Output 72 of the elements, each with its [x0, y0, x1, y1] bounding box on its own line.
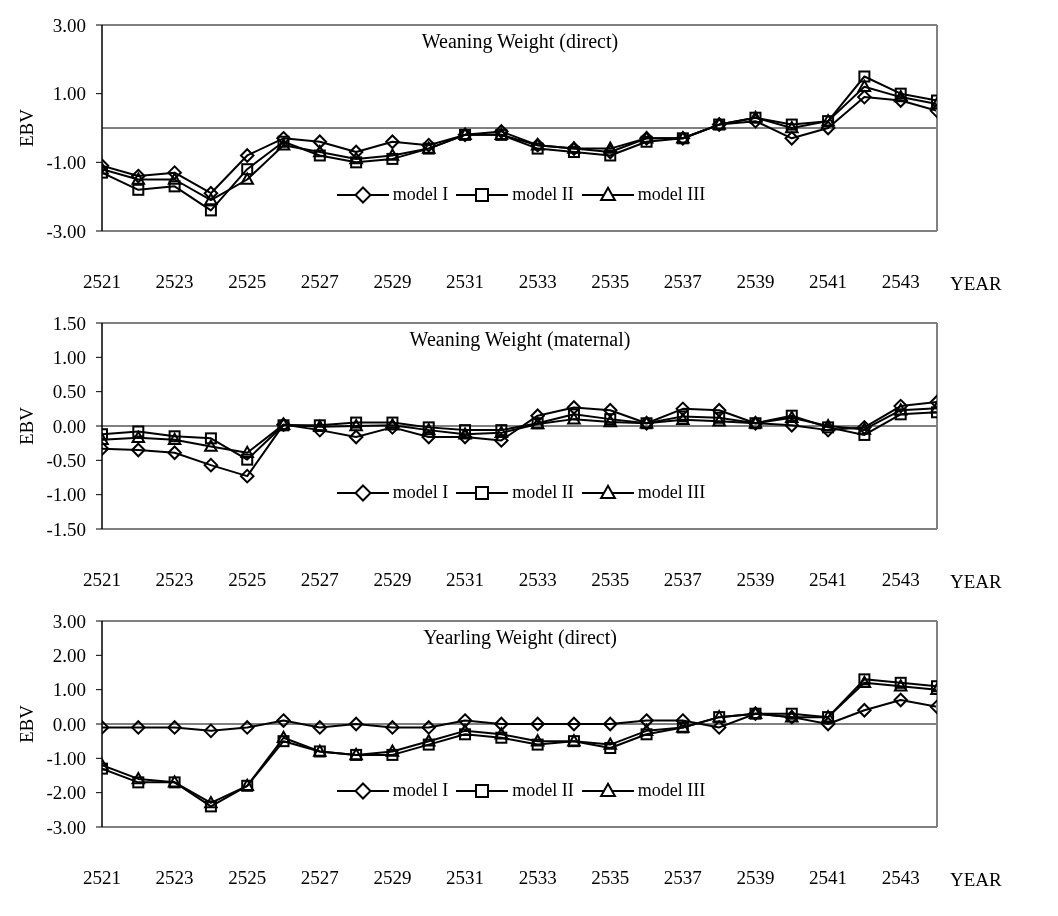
legend-label: model II: [512, 184, 574, 205]
x-tick-label: 2537: [663, 867, 702, 889]
legend-label: model II: [512, 482, 574, 503]
y-tick-label: 2.00: [52, 645, 86, 667]
y-tick-label: -0.50: [46, 450, 86, 472]
x-tick-label: 2521: [83, 569, 121, 591]
x-tick-label: 2539: [736, 569, 775, 591]
chart-title: Yearling Weight (direct): [422, 626, 618, 649]
x-tick-label: 2535: [591, 569, 630, 591]
chart-title: Weaning Weight (maternal): [408, 328, 632, 351]
x-tick-label: 2531: [446, 867, 485, 889]
x-tick-label: 2531: [446, 569, 485, 591]
y-axis-title: EBV: [15, 406, 37, 445]
y-tick-label: -1.00: [46, 748, 86, 770]
x-tick-label: 2535: [591, 867, 630, 889]
x-tick-label: 2543: [881, 271, 920, 293]
x-tick-label: 2523: [155, 867, 194, 889]
y-axis-title: EBV: [15, 704, 37, 743]
y-tick-label: 3.00: [52, 14, 86, 36]
legend-label: model II: [512, 780, 574, 801]
y-tick-label: 1.50: [52, 312, 86, 334]
x-tick-label: 2531: [446, 271, 485, 293]
legend-label: model I: [392, 482, 449, 503]
y-tick-label: 0.00: [52, 713, 86, 735]
y-tick-label: -3.00: [46, 816, 86, 838]
y-tick-label: 0.00: [52, 415, 86, 437]
x-axis-title: YEAR: [950, 273, 1002, 295]
x-tick-label: 2523: [155, 569, 194, 591]
x-tick-label: 2533: [518, 569, 557, 591]
x-tick-label: 2527: [300, 569, 339, 591]
x-tick-label: 2525: [228, 271, 267, 293]
x-tick-label: 2533: [518, 867, 557, 889]
x-tick-label: 2543: [881, 867, 920, 889]
y-axis-title: EBV: [15, 108, 37, 147]
y-tick-label: 3.00: [52, 610, 86, 632]
y-tick-label: -1.00: [46, 152, 86, 174]
legend-label: model III: [637, 780, 706, 801]
x-tick-label: 2533: [518, 271, 557, 293]
x-tick-label: 2541: [809, 867, 848, 889]
y-tick-label: 0.50: [52, 381, 86, 403]
y-tick-label: -1.50: [46, 518, 86, 540]
x-tick-label: 2527: [300, 867, 339, 889]
x-tick-label: 2527: [300, 271, 339, 293]
y-tick-label: 1.00: [52, 83, 86, 105]
legend-label: model I: [392, 184, 449, 205]
x-tick-label: 2523: [155, 271, 194, 293]
chart-title: Weaning Weight (direct): [420, 30, 620, 53]
legend-label: model III: [637, 482, 706, 503]
x-tick-label: 2539: [736, 867, 775, 889]
y-tick-label: -1.00: [46, 484, 86, 506]
x-tick-label: 2529: [373, 271, 412, 293]
x-axis-title: YEAR: [950, 869, 1002, 891]
x-tick-label: 2537: [663, 569, 702, 591]
x-tick-label: 2541: [809, 271, 848, 293]
x-tick-label: 2529: [373, 569, 412, 591]
legend-label: model I: [392, 780, 449, 801]
x-tick-label: 2525: [228, 569, 267, 591]
legend-label: model III: [637, 184, 706, 205]
x-tick-label: 2539: [736, 271, 775, 293]
x-axis-title: YEAR: [950, 571, 1002, 593]
x-tick-label: 2525: [228, 867, 267, 889]
x-tick-label: 2541: [809, 569, 848, 591]
y-tick-label: -2.00: [46, 782, 86, 804]
y-tick-label: 1.00: [52, 347, 86, 369]
x-tick-label: 2543: [881, 569, 920, 591]
y-tick-label: -3.00: [46, 220, 86, 242]
x-tick-label: 2535: [591, 271, 630, 293]
y-tick-label: 1.00: [52, 679, 86, 701]
x-tick-label: 2521: [83, 867, 121, 889]
x-tick-label: 2537: [663, 271, 702, 293]
x-tick-label: 2529: [373, 867, 412, 889]
x-tick-label: 2521: [83, 271, 121, 293]
